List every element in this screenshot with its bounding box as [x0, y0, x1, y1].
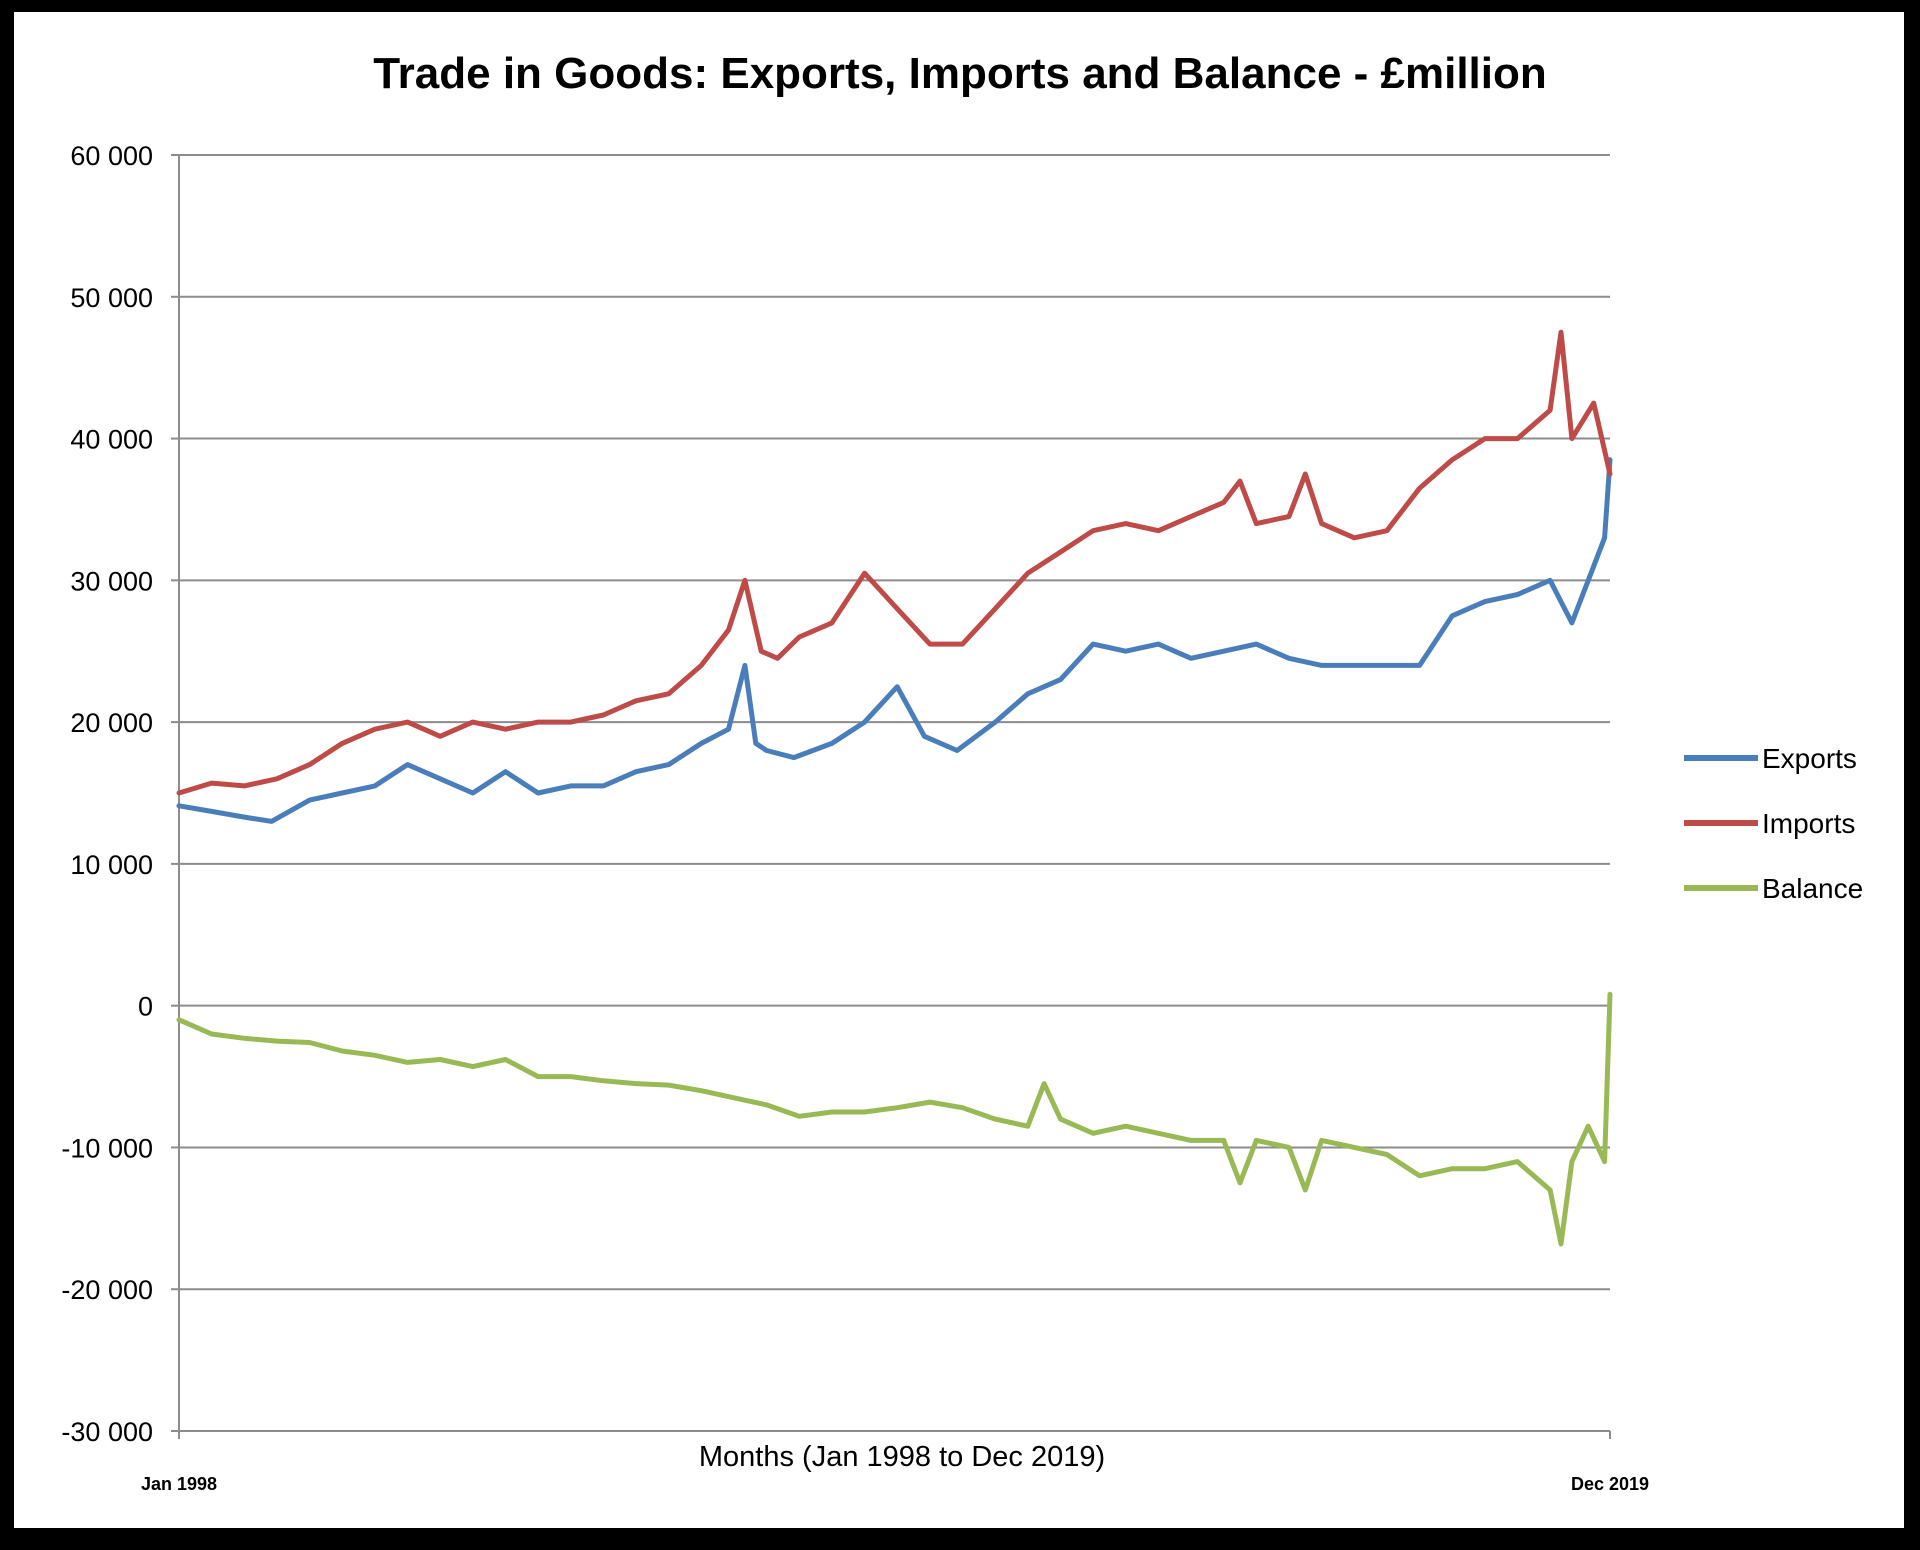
axes — [178, 155, 1611, 1439]
y-tick-label: -30 000 — [61, 1417, 153, 1447]
gridlines — [171, 154, 1610, 1432]
y-tick-labels: -30 000 -20 000 -10 000 0 10 000 20 000 30 000… — [61, 141, 153, 1447]
series-line-exports — [176, 457, 1613, 824]
chart-frame: Trade in Goods: Exports, Imports and Bal… — [14, 12, 1904, 1528]
y-tick-label: 10 000 — [70, 850, 153, 880]
y-tick-label: 20 000 — [70, 708, 153, 738]
y-tick-label: 50 000 — [70, 283, 153, 313]
legend-label-exports: Exports — [1762, 743, 1857, 774]
x-axis-label: Months (Jan 1998 to Dec 2019) — [699, 1441, 1105, 1473]
y-tick-label: 60 000 — [70, 141, 153, 171]
x-tick-label-start: Jan 1998 — [141, 1474, 217, 1494]
y-tick-label: 30 000 — [70, 566, 153, 596]
series-line-balance — [176, 991, 1613, 1247]
y-tick-label: -10 000 — [61, 1133, 153, 1163]
y-tick-label: -20 000 — [61, 1275, 153, 1305]
x-tick-label-end: Dec 2019 — [1571, 1474, 1649, 1494]
line-chart: Trade in Goods: Exports, Imports and Bal… — [61, 49, 1863, 1494]
legend-label-balance: Balance — [1762, 873, 1863, 904]
series-line-imports — [176, 329, 1613, 796]
legend-label-imports: Imports — [1762, 808, 1855, 839]
legend: Exports Imports Balance — [1684, 743, 1863, 904]
chart-title: Trade in Goods: Exports, Imports and Bal… — [373, 49, 1547, 98]
series-lines — [176, 329, 1613, 1247]
y-tick-label: 40 000 — [70, 425, 153, 455]
y-tick-label: 0 — [138, 992, 153, 1022]
